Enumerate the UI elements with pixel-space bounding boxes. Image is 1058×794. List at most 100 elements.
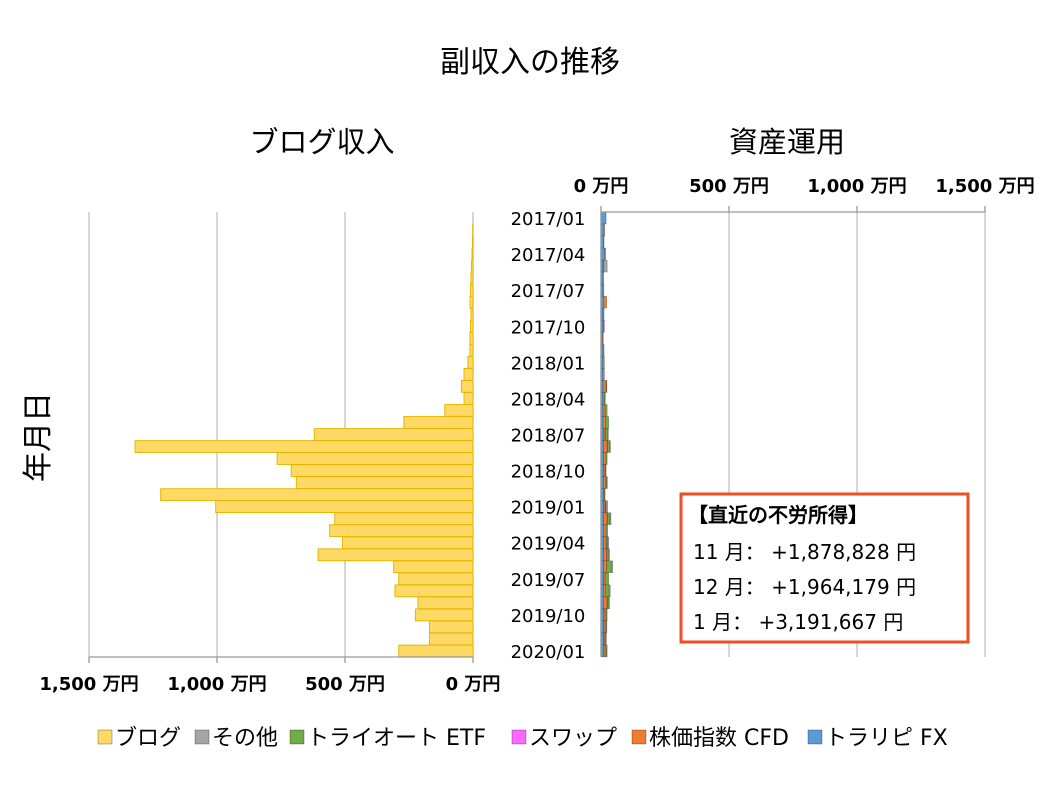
asset-bar-segment: [606, 608, 608, 622]
legend-label: その他: [212, 726, 278, 751]
asset-bar-segment: [607, 512, 611, 525]
blog-bar: [469, 343, 474, 357]
asset-bar-segment: [606, 380, 608, 393]
blog-bar: [393, 560, 474, 574]
asset-bar-segment: [607, 440, 610, 453]
asset-bar-segment: [610, 560, 614, 573]
blog-bar: [463, 367, 474, 381]
blog-bar: [290, 464, 474, 477]
asset-bar-segment: [603, 524, 607, 537]
category-tick-label: 2020/01: [511, 642, 586, 663]
asset-bar-segment: [606, 476, 608, 489]
asset-bar-segment: [602, 344, 605, 357]
asset-bar-segment: [608, 584, 611, 598]
asset-bar-segment: [609, 512, 612, 525]
right-bars: [600, 211, 614, 658]
asset-bar-segment: [600, 211, 607, 225]
asset-bar-segment: [602, 332, 604, 345]
asset-bar-segment: [602, 271, 604, 285]
asset-bar-segment: [605, 584, 610, 598]
asset-bar-segment: [602, 356, 605, 369]
annotation-line-2: 12 月： +1,964,179 円: [693, 575, 916, 599]
right-x-tick-label: 1,500 万円: [935, 176, 1034, 197]
asset-bar-segment: [603, 296, 607, 309]
legend-swatch: [807, 729, 823, 745]
blog-bar: [417, 596, 474, 610]
legend-label: スワップ: [529, 726, 617, 751]
category-tick-label: 2018/10: [511, 462, 586, 483]
category-tick-label: 2017/01: [511, 209, 586, 230]
annotation-line-3: 1 月： +3,191,667 円: [693, 610, 903, 634]
blog-bar: [398, 644, 474, 658]
asset-bar-segment: [604, 572, 609, 586]
blog-bar: [469, 331, 474, 345]
blog-bar: [444, 404, 474, 417]
asset-bar-segment: [602, 404, 606, 417]
blog-bar: [428, 620, 474, 634]
asset-bar-segment: [602, 308, 605, 321]
asset-bar-segment: [605, 524, 608, 537]
blog-bar: [469, 295, 474, 309]
blog-bar: [134, 440, 474, 453]
asset-bar-segment: [602, 416, 606, 429]
blog-bar: [463, 392, 474, 405]
annotation-line-1: 11 月： +1,878,828 円: [693, 540, 916, 564]
blog-bar: [469, 319, 474, 333]
tick-labels: 2017/01 2017/04 2017/07 2017/10 2018/01 2018/…: [39, 176, 1034, 695]
left-x-tick-label: 1,500 万円: [39, 674, 138, 695]
asset-bar-segment: [602, 283, 605, 297]
asset-bar-segment: [605, 464, 607, 477]
asset-bar-segment: [605, 416, 609, 429]
asset-bar-segment: [605, 500, 608, 513]
asset-bar-segment: [603, 596, 608, 610]
category-tick-label: 2019/04: [511, 534, 586, 555]
blog-bar: [334, 512, 474, 526]
asset-bar-segment: [603, 259, 608, 273]
right-x-tick-label: 1,000 万円: [807, 176, 906, 197]
asset-bar-segment: [602, 320, 605, 333]
legend-swatch: [194, 729, 210, 745]
asset-bar-segment: [604, 404, 608, 417]
asset-bar-segment: [608, 548, 610, 561]
legend-swatch: [511, 729, 527, 745]
blog-bar: [428, 632, 474, 646]
asset-bar-segment: [609, 440, 611, 453]
right-panel-title: 資産運用: [729, 125, 845, 159]
asset-bar-segment: [603, 223, 605, 237]
blog-bar: [341, 536, 474, 550]
asset-bar-segment: [608, 596, 610, 610]
legend-swatch: [631, 729, 647, 745]
asset-bar-segment: [606, 620, 608, 634]
asset-bar-segment: [605, 452, 608, 465]
blog-bar: [313, 428, 474, 441]
blog-bar: [470, 307, 474, 321]
category-tick-label: 2019/07: [511, 570, 586, 591]
asset-bar-segment: [603, 235, 605, 249]
category-tick-label: 2017/10: [511, 317, 586, 338]
asset-bar-segment: [603, 548, 607, 561]
asset-bar-segment: [605, 428, 608, 441]
category-tick-label: 2018/07: [511, 426, 586, 447]
asset-bar-segment: [604, 247, 606, 261]
category-tick-label: 2019/01: [511, 498, 586, 519]
blog-bar: [469, 283, 474, 297]
legend-swatch: [289, 729, 305, 745]
annotation-title: 【直近の不労所得】: [688, 503, 868, 527]
blog-bar: [470, 259, 474, 273]
blog-bar: [276, 452, 474, 465]
category-tick-label: 2018/01: [511, 353, 586, 374]
asset-bar-segment: [604, 392, 606, 405]
axes: [89, 211, 985, 658]
annotation-box: 【直近の不労所得】 11 月： +1,878,828 円 12 月： +1,96…: [679, 492, 970, 644]
asset-bar-segment: [604, 488, 606, 501]
blog-bar: [471, 235, 474, 249]
asset-bar-segment: [603, 452, 607, 465]
legend-label: ブログ: [115, 726, 181, 751]
legend: ブログ その他 トライオート ETF スワップ 株価指数 CFD トラリピ FX: [97, 726, 948, 751]
asset-bar-segment: [603, 476, 607, 489]
category-tick-label: 2018/04: [511, 389, 586, 410]
blog-bar: [471, 247, 474, 261]
blog-bar: [398, 572, 474, 586]
asset-bar-segment: [603, 440, 608, 453]
annotation-border: [679, 492, 970, 644]
